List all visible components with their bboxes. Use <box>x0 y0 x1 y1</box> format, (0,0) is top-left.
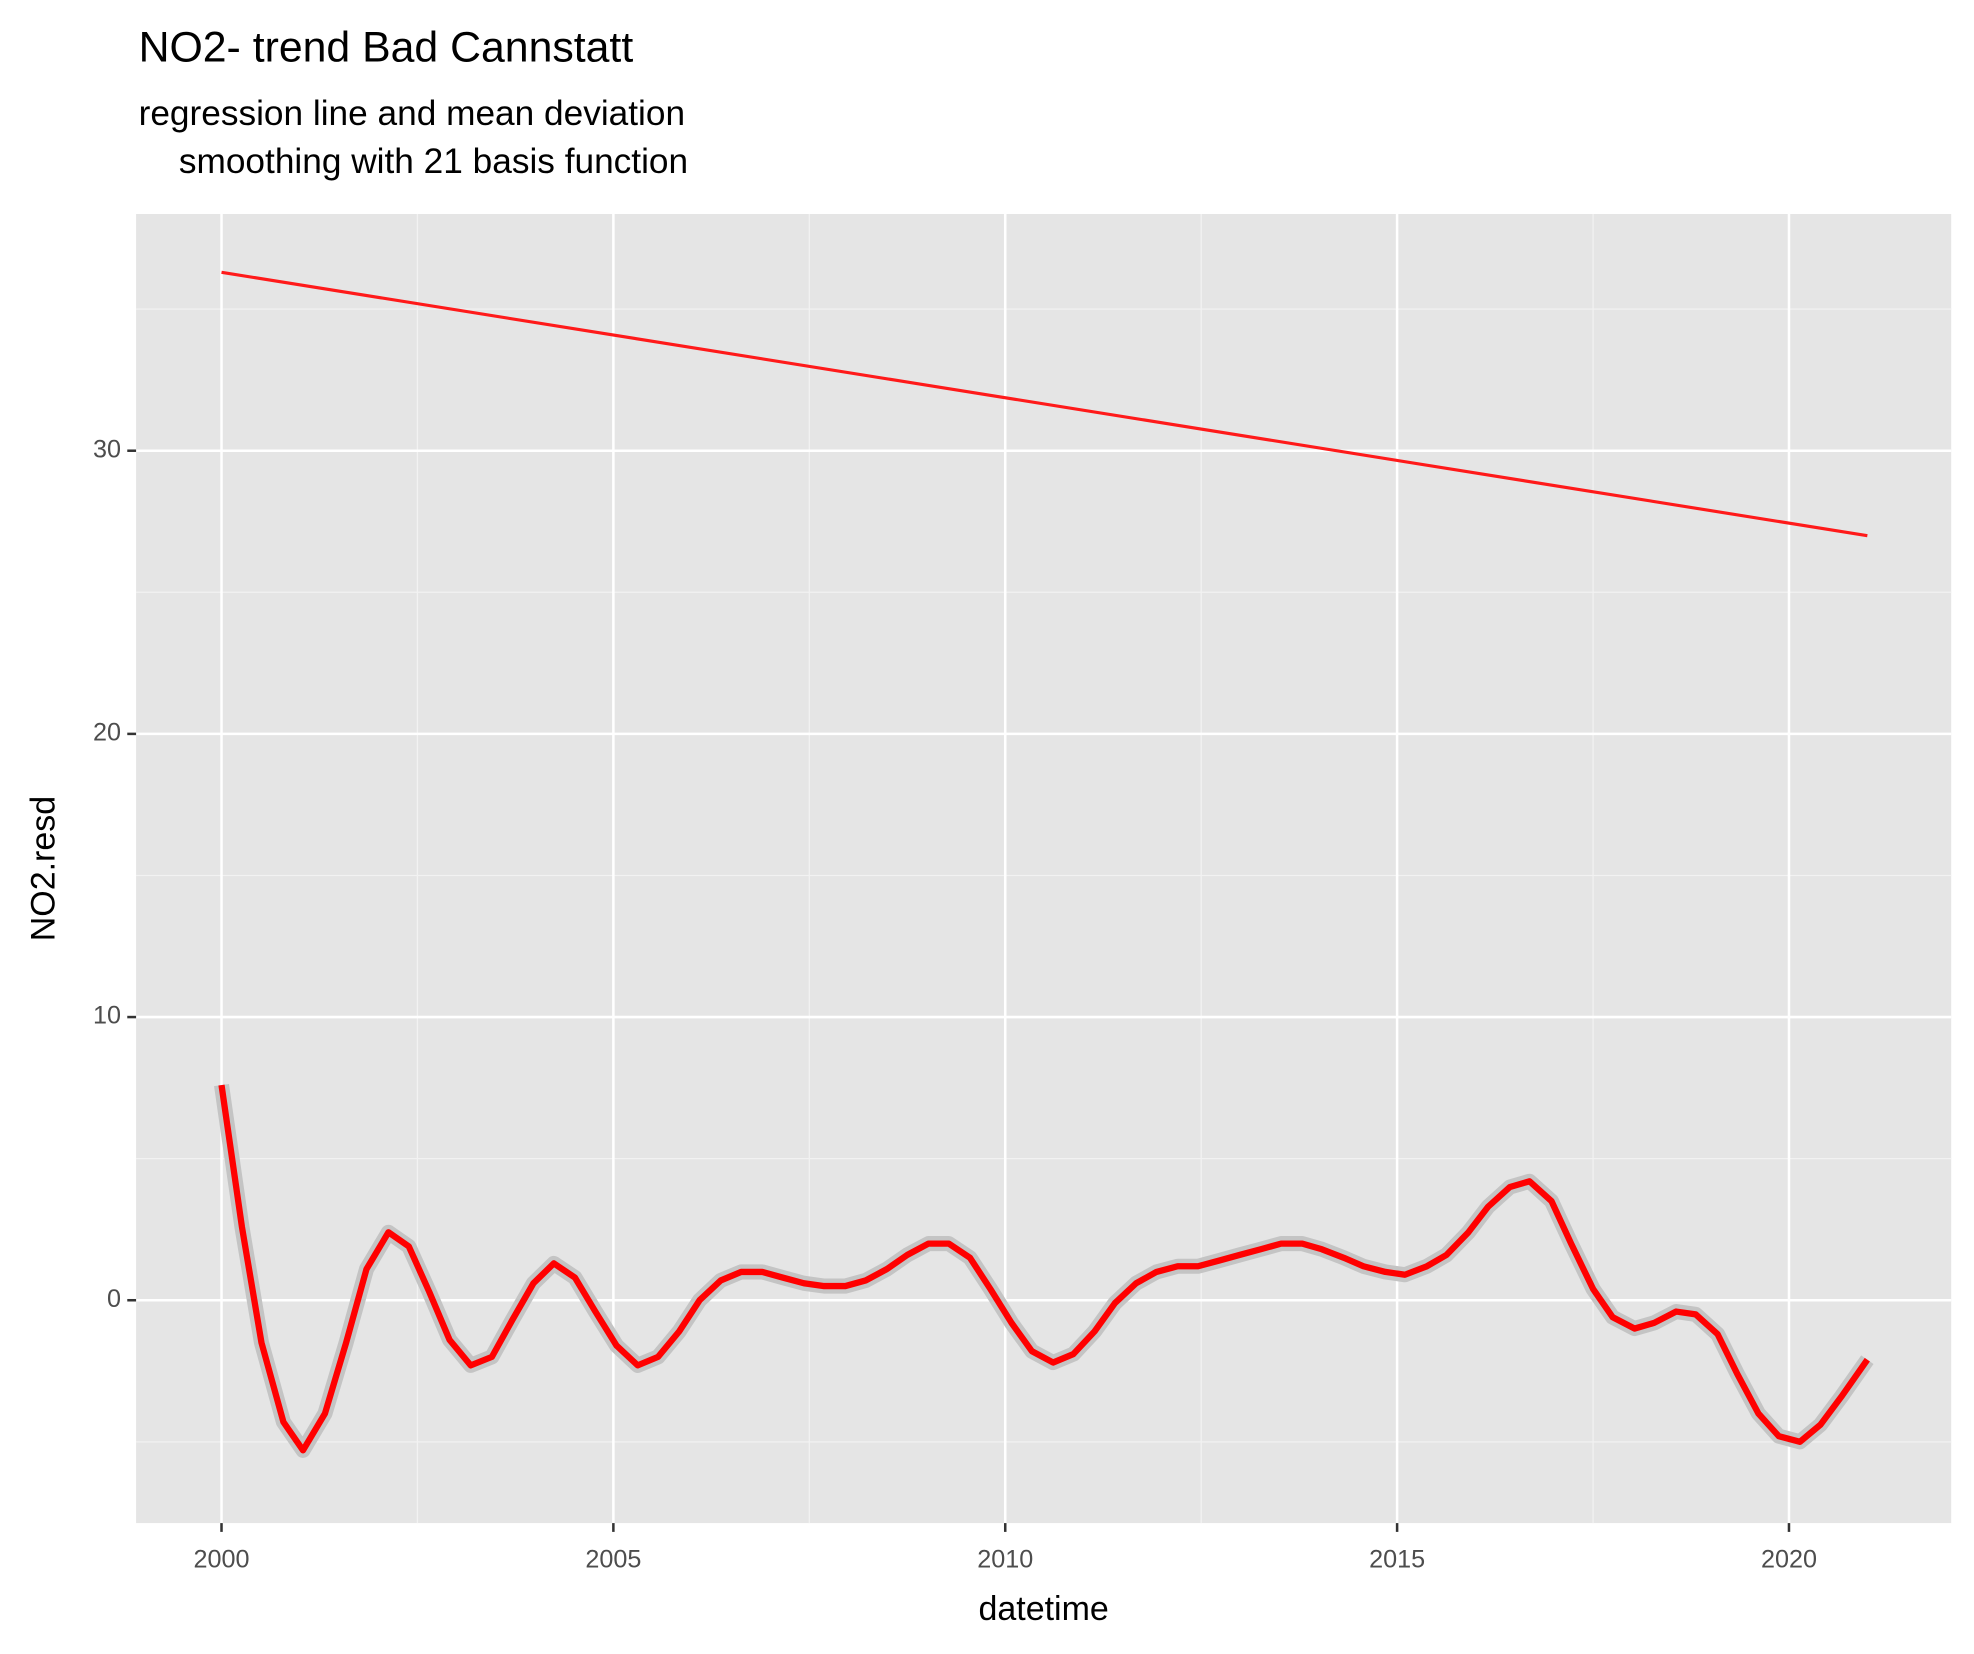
y-tick-label: 0 <box>107 1285 121 1313</box>
plot-panel <box>136 213 1952 1524</box>
y-tick-label: 30 <box>93 435 121 463</box>
y-axis-title: NO2.resd <box>24 796 62 941</box>
x-tick-label: 2000 <box>194 1546 250 1574</box>
x-tick-label: 2005 <box>585 1546 641 1574</box>
chart-subtitle: regression line and mean deviation <box>139 94 685 133</box>
y-tick-label: 10 <box>93 1002 121 1030</box>
chart-subtitle: smoothing with 21 basis function <box>179 142 688 181</box>
series-line <box>218 1084 1870 1454</box>
x-tick-label: 2020 <box>1761 1546 1817 1574</box>
x-tick-label: 2015 <box>1369 1546 1425 1574</box>
x-tick-label: 2010 <box>977 1546 1033 1574</box>
chart-title: NO2- trend Bad Cannstatt <box>139 24 634 72</box>
series-line <box>221 270 1868 538</box>
y-tick-label: 20 <box>93 719 121 747</box>
x-axis-title: datetime <box>978 1590 1108 1628</box>
